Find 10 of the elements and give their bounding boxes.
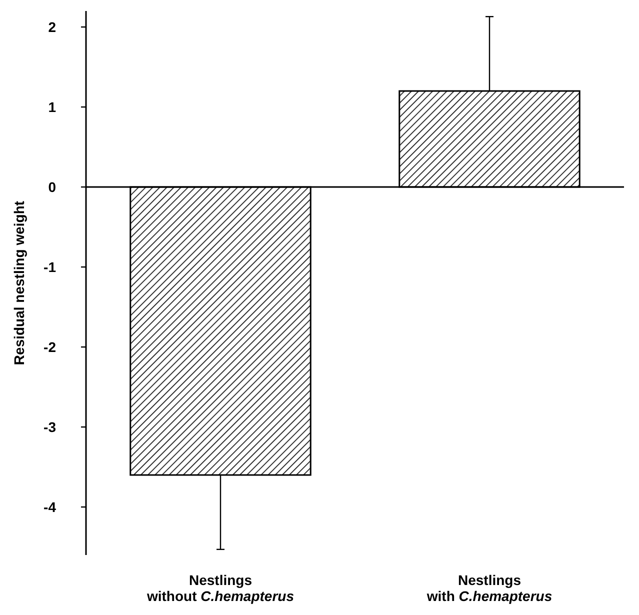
x-tick-label: Nestlings without C.hemapterus [146,572,294,604]
y-tick-label: -2 [44,338,56,355]
y-tick-label: -1 [44,258,56,275]
y-tick-label: -4 [44,498,56,515]
y-axis-title: Residual nestling weight [11,200,27,366]
y-tick-label: 2 [48,18,56,35]
y-tick-label: -3 [44,418,56,435]
y-tick-label: 0 [48,178,56,195]
y-tick-label: 1 [48,98,56,115]
x-tick-label: Nestlings with C.hemapterus [426,572,552,604]
